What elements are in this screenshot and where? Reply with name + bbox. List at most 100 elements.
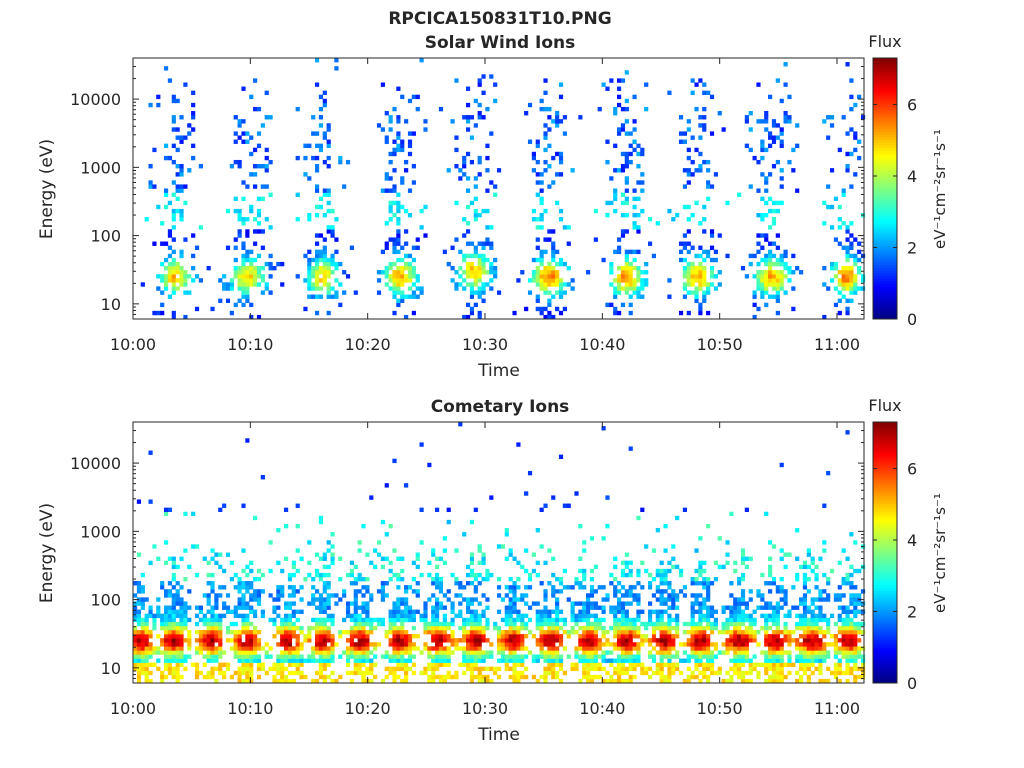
heatmap-cell — [400, 613, 405, 619]
heatmap-cell — [620, 625, 626, 631]
heatmap-cell — [551, 593, 556, 598]
heatmap-cell — [179, 597, 184, 602]
heatmap-cell — [256, 221, 262, 226]
heatmap-cell — [539, 507, 544, 513]
heatmap-cell — [570, 585, 575, 590]
heatmap-cell — [365, 642, 370, 647]
heatmap-cell — [380, 249, 385, 255]
heatmap-cell — [245, 654, 250, 659]
heatmap-cell — [392, 106, 397, 112]
heatmap-cell — [295, 670, 300, 676]
heatmap-cell — [779, 278, 784, 283]
heatmap-cell — [404, 670, 409, 676]
heatmap-cell — [659, 670, 664, 676]
heatmap-cell — [694, 581, 699, 586]
heatmap-cell — [241, 265, 246, 271]
heatmap-cell — [237, 164, 242, 169]
heatmap-cell — [678, 257, 684, 263]
heatmap-cell — [295, 658, 300, 663]
heatmap-cell — [578, 115, 583, 120]
heatmap-cell — [651, 253, 657, 259]
heatmap-cell — [396, 617, 401, 623]
heatmap-cell — [466, 601, 471, 606]
heatmap-cell — [400, 625, 405, 631]
heatmap-cell — [477, 658, 482, 663]
heatmap-cell — [686, 172, 691, 177]
heatmap-cell — [330, 556, 335, 561]
heatmap-cell — [493, 621, 498, 627]
heatmap-cell — [245, 290, 250, 295]
heatmap-cell — [210, 609, 215, 614]
heatmap-cell — [659, 666, 664, 672]
heatmap-cell — [555, 270, 560, 275]
heatmap-cell — [589, 650, 595, 655]
heatmap-cell — [632, 127, 637, 132]
heatmap-cell — [833, 274, 839, 279]
heatmap-cell — [156, 102, 161, 108]
heatmap-cell — [179, 625, 184, 631]
heatmap-cell — [845, 629, 850, 635]
heatmap-cell — [795, 658, 800, 663]
heatmap-cell — [396, 634, 401, 639]
heatmap-cell — [512, 589, 517, 594]
heatmap-cell — [620, 601, 626, 606]
heatmap-cell — [636, 225, 641, 230]
heatmap-cell — [582, 650, 587, 655]
heatmap-cell — [314, 597, 320, 602]
heatmap-cell — [481, 74, 486, 79]
heatmap-cell — [191, 127, 196, 132]
heatmap-cell — [849, 572, 854, 578]
heatmap-cell — [295, 609, 300, 614]
heatmap-cell — [620, 678, 626, 684]
heatmap-cell — [698, 601, 703, 606]
heatmap-cell — [779, 176, 784, 181]
heatmap-cell — [508, 609, 513, 614]
heatmap-cell — [388, 188, 393, 193]
heatmap-cell — [663, 638, 668, 643]
heatmap-cell — [617, 621, 622, 627]
heatmap-cell — [411, 310, 416, 316]
heatmap-cell — [647, 621, 653, 627]
heatmap-cell — [198, 642, 203, 647]
heatmap-cell — [419, 208, 424, 214]
heatmap-cell — [295, 568, 300, 574]
heatmap-cell — [210, 617, 215, 623]
heatmap-cell — [520, 642, 525, 647]
heatmap-cell — [438, 629, 444, 635]
heatmap-cell — [152, 646, 157, 651]
heatmap-cell — [624, 159, 629, 165]
heatmap-cell — [512, 585, 517, 590]
heatmap-cell — [768, 617, 773, 623]
heatmap-cell — [249, 568, 254, 574]
colorbar-swatch — [873, 574, 897, 578]
heatmap-cell — [609, 678, 614, 684]
heatmap-cell — [617, 78, 622, 83]
heatmap-cell — [175, 654, 180, 659]
heatmap-cell — [613, 196, 618, 202]
heatmap-cell — [849, 642, 854, 647]
heatmap-cell — [256, 597, 262, 602]
y-tick-label: 10 — [101, 295, 121, 314]
heatmap-cell — [466, 204, 471, 210]
heatmap-cell — [667, 568, 672, 574]
heatmap-cell — [555, 306, 560, 312]
heatmap-cell — [140, 572, 145, 578]
heatmap-cell — [520, 593, 525, 598]
heatmap-cell — [810, 658, 815, 663]
heatmap-cell — [396, 613, 401, 619]
heatmap-cell — [729, 613, 734, 619]
heatmap-cell — [558, 662, 564, 667]
heatmap-cell — [539, 98, 544, 104]
heatmap-cell — [725, 560, 730, 566]
heatmap-cell — [175, 634, 180, 639]
heatmap-cell — [624, 658, 629, 663]
heatmap-cell — [171, 560, 176, 566]
heatmap-cell — [206, 560, 211, 566]
heatmap-cell — [706, 253, 711, 259]
heatmap-cell — [179, 646, 184, 651]
heatmap-cell — [214, 597, 219, 602]
heatmap-cell — [407, 613, 413, 619]
heatmap-cell — [330, 654, 335, 659]
heatmap-cell — [620, 670, 626, 676]
heatmap-cell — [268, 192, 273, 197]
